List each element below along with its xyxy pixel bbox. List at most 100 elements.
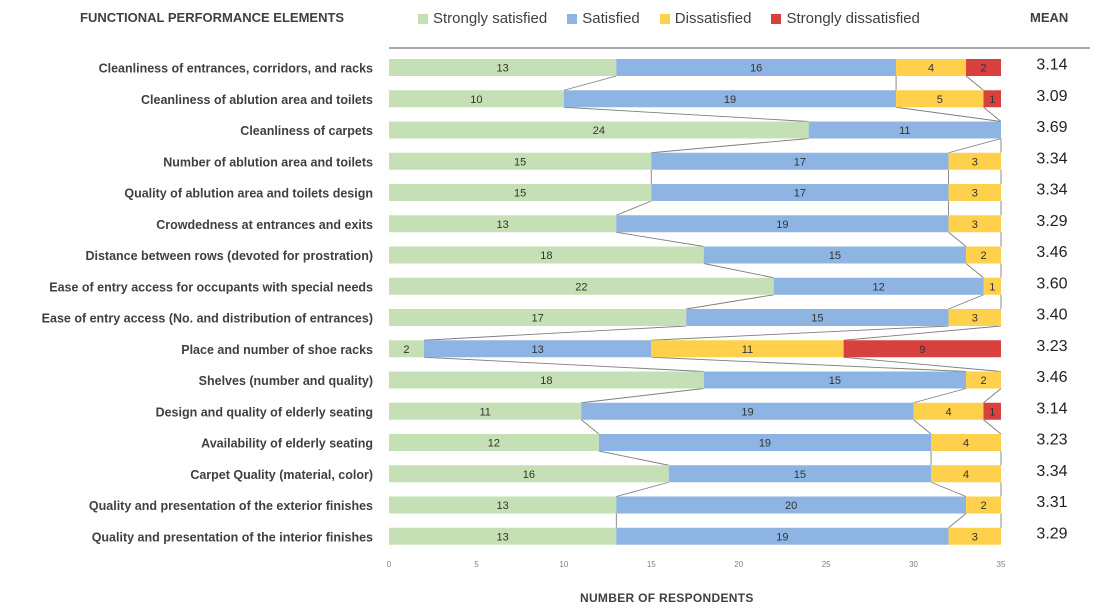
bar-value-label: 15 [514, 156, 526, 168]
legend-label-strongly-dissatisfied: Strongly dissatisfied [786, 10, 920, 27]
bar-value-label: 16 [750, 63, 762, 75]
bar-value-label: 3 [972, 531, 978, 543]
mean-value: 3.34 [1036, 463, 1067, 480]
bar-value-label: 5 [937, 94, 943, 106]
mean-value: 3.34 [1036, 150, 1067, 167]
bar-value-label: 22 [575, 281, 587, 293]
bar-value-label: 11 [899, 125, 910, 137]
bar-value-label: 18 [540, 375, 552, 387]
category-label: Number of ablution area and toilets [163, 155, 373, 169]
bar-strongly-satisfied [389, 90, 564, 108]
category-label: Cleanliness of carpets [240, 124, 373, 138]
series-connector-line [423, 325, 687, 341]
bar-strongly-satisfied [389, 277, 774, 295]
bar-value-label: 3 [972, 156, 978, 168]
legend-item-dissatisfied: Dissatisfied [659, 10, 752, 27]
series-connector-line [843, 356, 1002, 372]
bar-value-label: 15 [794, 469, 806, 481]
bar-value-label: 17 [532, 313, 544, 325]
bar-value-label: 1 [989, 94, 995, 106]
bar-strongly-satisfied [389, 340, 424, 358]
mean-value: 3.34 [1036, 182, 1067, 199]
bar-satisfied [686, 309, 949, 326]
legend-item-strongly-dissatisfied: Strongly dissatisfied [771, 10, 920, 27]
bar-satisfied [616, 527, 949, 545]
bar-dissatisfied [931, 434, 1001, 451]
bar-value-label: 16 [523, 469, 535, 481]
bar-strongly-dissatisfied [966, 59, 1001, 76]
series-connector-line [563, 75, 617, 91]
series-connector-line [686, 294, 774, 310]
category-label: Ease of entry access (No. and distributi… [42, 312, 373, 326]
legend-label-satisfied: Satisfied [582, 10, 640, 27]
bar-dissatisfied [966, 496, 1001, 514]
legend-label-dissatisfied: Dissatisfied [674, 10, 752, 27]
bar-value-label: 4 [963, 438, 969, 450]
bar-value-label: 15 [811, 313, 823, 325]
mean-value: 3.69 [1036, 119, 1067, 136]
series-connector-line [843, 325, 1002, 341]
bar-strongly-satisfied [389, 496, 617, 514]
mean-value: 3.23 [1036, 338, 1067, 355]
bar-dissatisfied [966, 246, 1001, 264]
series-connector-line [948, 138, 1002, 154]
bar-value-label: 4 [928, 63, 934, 75]
series-connector-line [563, 106, 809, 122]
series-connector-line [930, 481, 967, 497]
category-label: Place and number of shoe racks [181, 343, 373, 357]
bar-strongly-satisfied [389, 402, 582, 420]
series-connector-line [651, 138, 809, 154]
bar-dissatisfied [896, 59, 967, 76]
bar-satisfied [703, 371, 967, 389]
bar-dissatisfied [651, 340, 844, 358]
series-connector-line [983, 419, 1002, 435]
series-connector-line [703, 263, 774, 279]
bar-value-label: 15 [829, 250, 841, 262]
x-tick-label: 20 [734, 560, 743, 569]
x-tick-label: 15 [647, 560, 656, 569]
mean-value: 3.14 [1036, 400, 1067, 417]
bar-strongly-satisfied [389, 527, 617, 545]
bar-dissatisfied [966, 371, 1001, 389]
bar-value-label: 24 [593, 125, 605, 137]
bar-strongly-satisfied [389, 371, 704, 389]
bar-strongly-satisfied [389, 434, 599, 451]
bar-dissatisfied [948, 152, 1001, 170]
category-label: Quality and presentation of the interior… [92, 530, 373, 544]
x-axis-title: NUMBER OF RESPONDENTS [580, 591, 754, 605]
category-label: Shelves (number and quality) [199, 374, 373, 388]
bar-strongly-satisfied [389, 59, 617, 76]
bar-dissatisfied [983, 277, 1001, 295]
bar-value-label: 13 [497, 531, 509, 543]
bar-satisfied [616, 215, 949, 233]
series-connector-line [616, 231, 704, 247]
bar-value-label: 12 [872, 281, 884, 293]
mean-value: 3.09 [1036, 88, 1067, 105]
bar-value-label: 1 [989, 281, 995, 293]
bar-strongly-satisfied [389, 121, 809, 139]
bar-dissatisfied [913, 402, 984, 420]
series-connector-line [965, 75, 984, 91]
series-connector-line [896, 106, 1002, 122]
bar-strongly-dissatisfied [983, 90, 1001, 108]
bar-value-label: 3 [972, 313, 978, 325]
mean-value: 3.29 [1036, 213, 1067, 230]
category-label: Availability of elderly seating [201, 437, 373, 451]
mean-value: 3.40 [1036, 307, 1067, 324]
bar-value-label: 13 [497, 500, 509, 512]
bar-satisfied [423, 340, 652, 358]
bar-value-label: 3 [972, 188, 978, 200]
legend-swatch-strongly-satisfied [418, 13, 428, 24]
series-connector-line [948, 513, 967, 529]
bar-value-label: 19 [776, 531, 788, 543]
bar-strongly-satisfied [389, 465, 669, 483]
mean-value: 3.60 [1036, 275, 1067, 292]
bar-value-label: 13 [497, 219, 509, 231]
mean-value: 3.14 [1036, 57, 1067, 74]
category-label: Cleanliness of entrances, corridors, and… [99, 62, 373, 76]
series-connector-line [616, 200, 652, 216]
series-connector-line [581, 388, 704, 404]
bar-strongly-satisfied [389, 152, 652, 170]
bar-satisfied [703, 246, 967, 264]
